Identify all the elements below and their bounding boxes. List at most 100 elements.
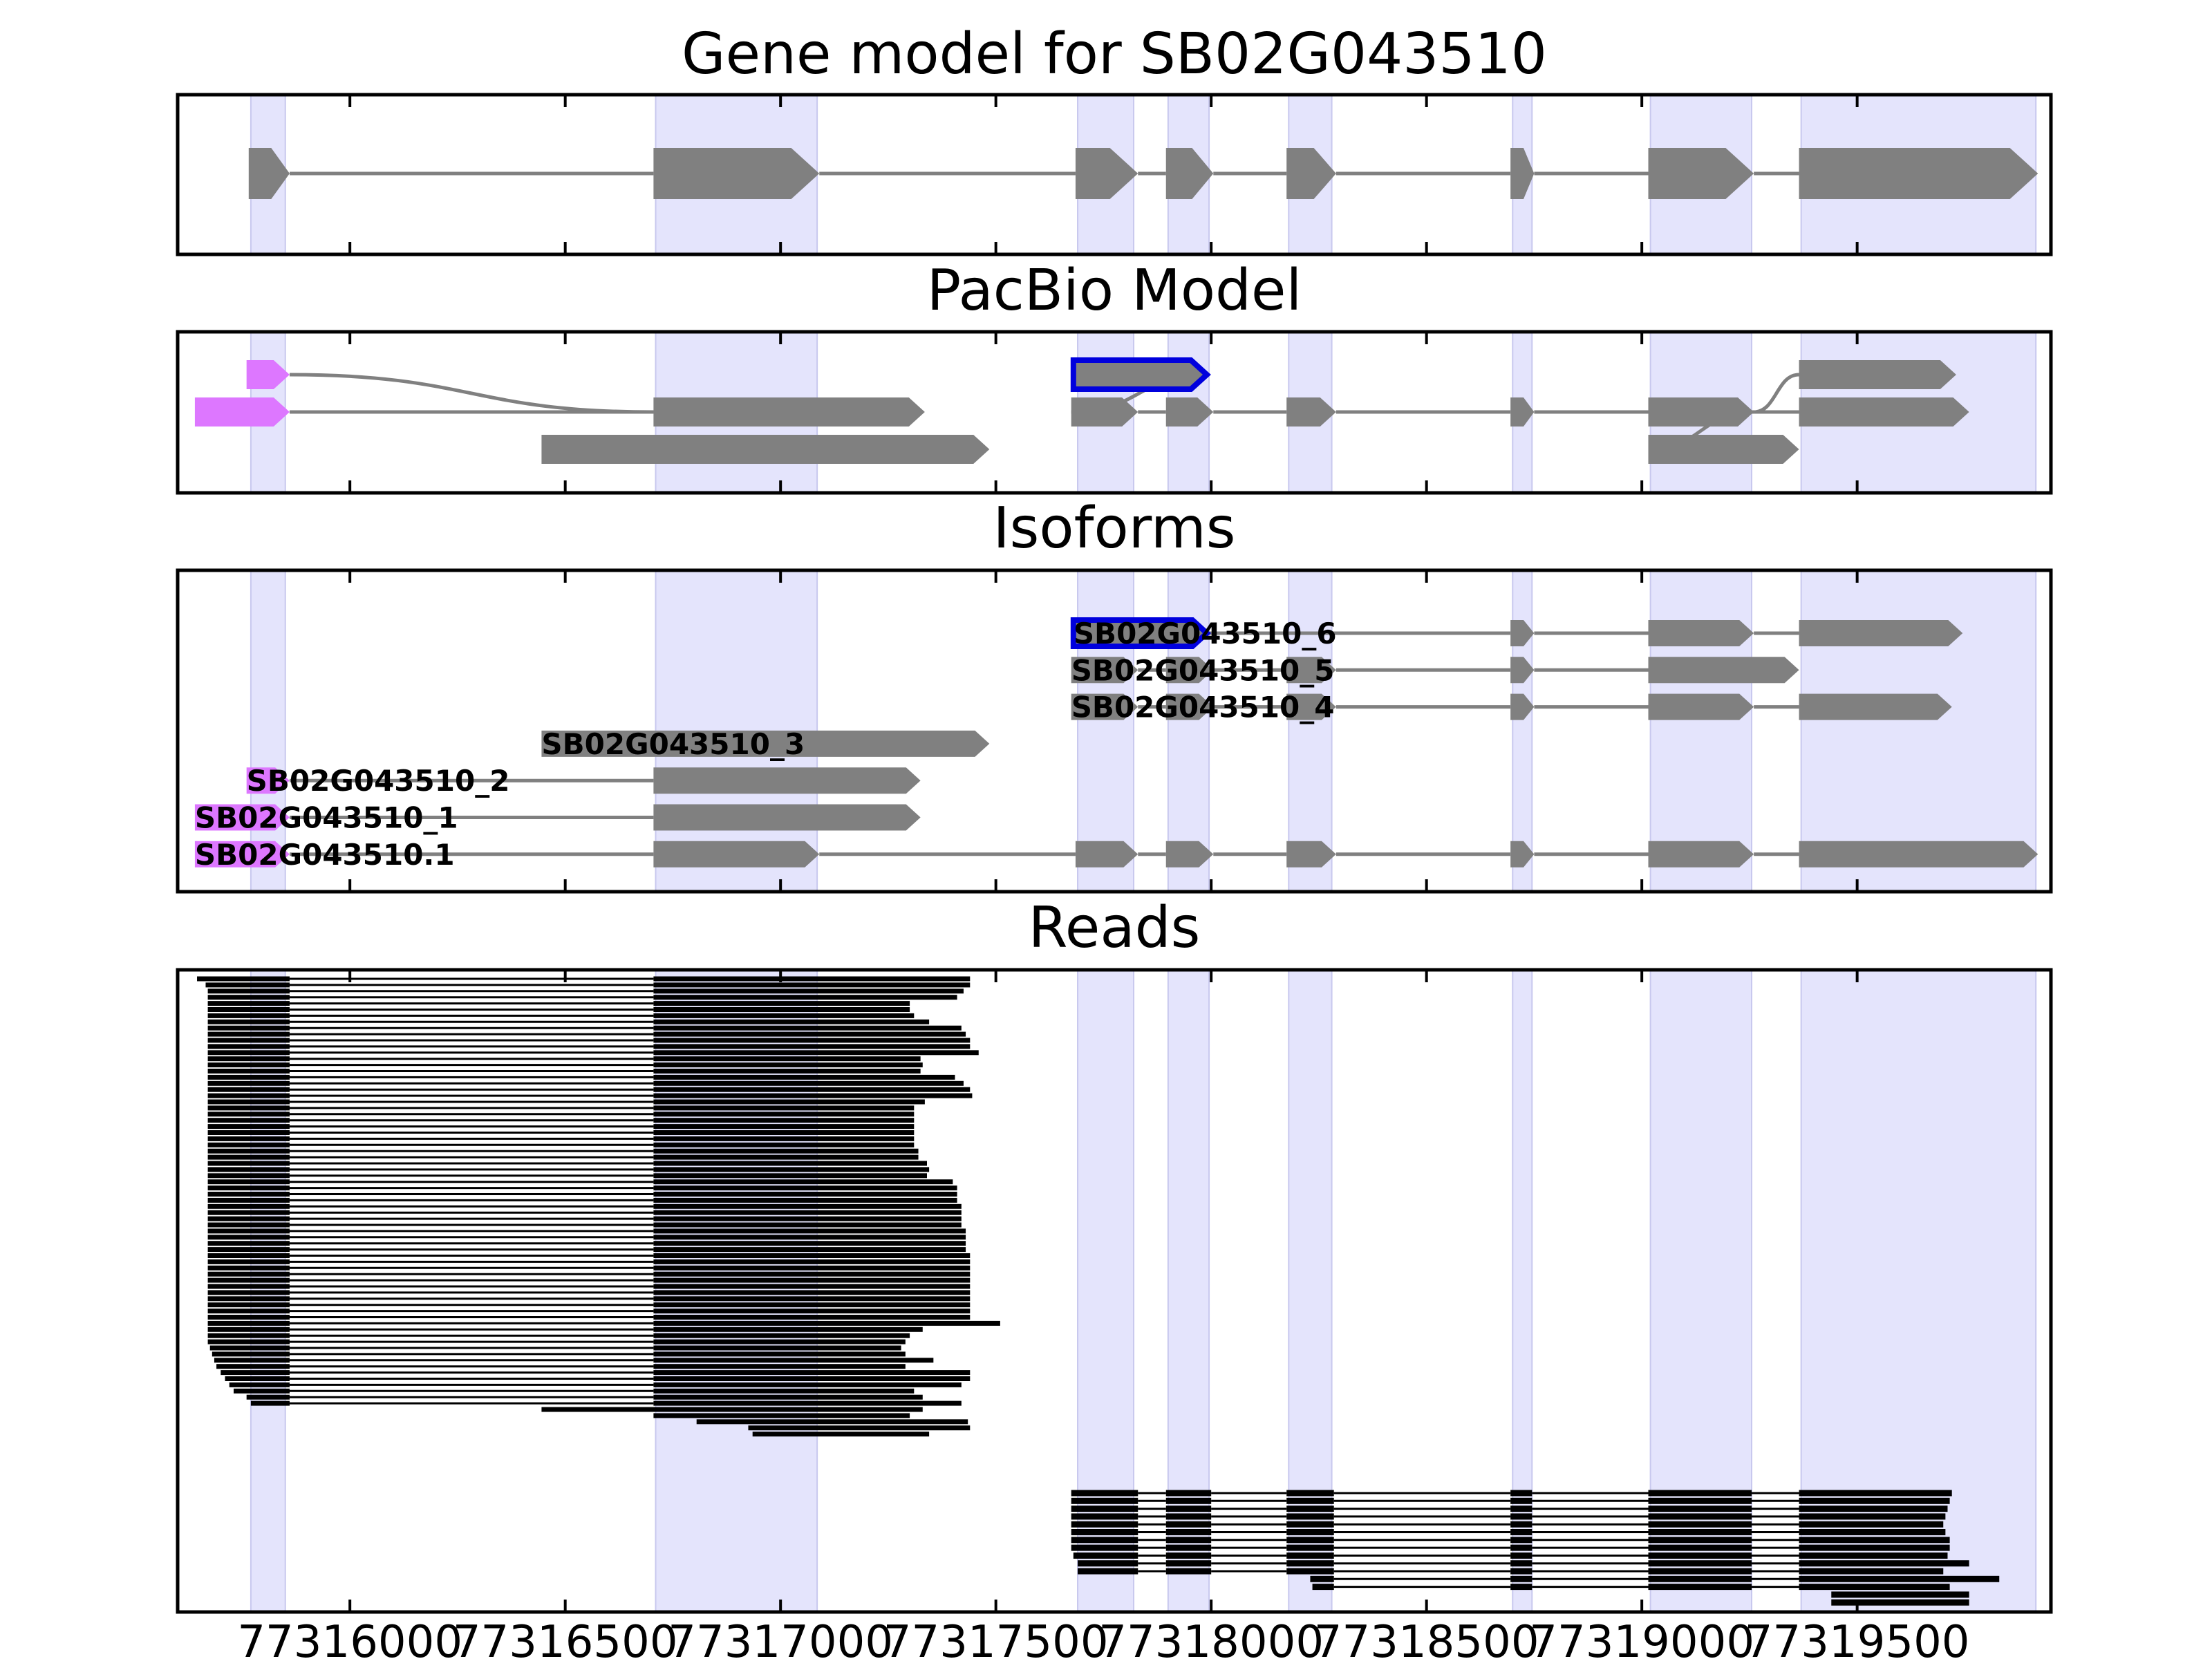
read-exon bbox=[653, 1069, 921, 1074]
read-exon bbox=[653, 1253, 971, 1258]
read-exon bbox=[207, 1296, 290, 1302]
read-exon bbox=[653, 1345, 901, 1351]
isoform-exon bbox=[194, 804, 290, 831]
read-exon bbox=[1510, 1575, 1533, 1582]
read-exon bbox=[1510, 1537, 1533, 1544]
read-exon bbox=[1648, 1490, 1752, 1497]
isoforms-title: Isoforms bbox=[993, 496, 1236, 561]
isoforms-ticks bbox=[348, 570, 1859, 892]
read-exon bbox=[653, 1327, 923, 1332]
read-exon bbox=[1510, 1584, 1533, 1591]
isoform-label: SB02G043510_2 bbox=[247, 764, 510, 798]
isoform-exon bbox=[1075, 841, 1138, 868]
read-exon bbox=[1831, 1591, 1969, 1598]
isoform-exon bbox=[246, 767, 290, 794]
read-exon bbox=[1165, 1513, 1212, 1520]
pacbio-exon bbox=[1648, 435, 1799, 464]
isoform-exon bbox=[1510, 693, 1535, 720]
read-exon bbox=[207, 1185, 290, 1191]
read-exon bbox=[653, 1216, 962, 1221]
read-exon bbox=[653, 1192, 957, 1197]
read-exon bbox=[653, 1031, 966, 1037]
read-exon bbox=[207, 1315, 290, 1320]
pacbio-exon bbox=[1799, 397, 1969, 427]
read-exon bbox=[1071, 1537, 1138, 1544]
read-exon bbox=[207, 1327, 290, 1332]
reads-ticks bbox=[348, 970, 1859, 1612]
isoform-label: SB02G043510_1 bbox=[195, 801, 458, 835]
read-exon bbox=[207, 1216, 290, 1221]
read-exon bbox=[207, 1062, 290, 1068]
read-exon bbox=[1071, 1529, 1138, 1535]
read-exon bbox=[1799, 1584, 1950, 1591]
read-exon bbox=[1165, 1529, 1212, 1535]
read-exon bbox=[653, 1050, 979, 1056]
read-exon bbox=[246, 1394, 290, 1400]
read-exon bbox=[197, 976, 290, 982]
read-exon bbox=[207, 1203, 290, 1209]
pacbio-connector bbox=[1753, 373, 1799, 414]
read-exon bbox=[653, 1388, 915, 1394]
read-exon bbox=[1648, 1513, 1752, 1520]
gene-model-exon bbox=[1648, 148, 1754, 199]
read-exon bbox=[653, 1315, 971, 1320]
read-exon bbox=[207, 995, 290, 1000]
read-exon bbox=[653, 1074, 955, 1080]
pacbio-exon bbox=[1648, 397, 1754, 427]
read-exon bbox=[1648, 1568, 1752, 1575]
panel-pacbio-model: PacBio Model bbox=[176, 258, 2053, 495]
x-tick-label: 77319500 bbox=[1745, 1617, 1970, 1659]
read-exon bbox=[653, 1025, 962, 1031]
read-exon bbox=[1165, 1560, 1212, 1567]
read-exon bbox=[207, 1309, 290, 1314]
read-exon bbox=[1286, 1521, 1334, 1528]
read-exon bbox=[653, 1394, 923, 1400]
isoform-exon bbox=[1070, 617, 1211, 649]
read-exon bbox=[748, 1425, 971, 1431]
read-exon bbox=[653, 1001, 910, 1006]
read-exon bbox=[653, 988, 964, 994]
read-exon bbox=[752, 1432, 930, 1437]
read-exon bbox=[653, 1222, 962, 1228]
read-exon bbox=[1310, 1575, 1334, 1582]
read-exon bbox=[1165, 1497, 1212, 1504]
read-exon bbox=[1648, 1544, 1752, 1551]
read-exon bbox=[1648, 1575, 1752, 1582]
read-exon bbox=[207, 1074, 290, 1080]
isoform-exon bbox=[1799, 693, 1952, 720]
gene-model-exon bbox=[1799, 148, 2038, 199]
read-exon bbox=[207, 1247, 290, 1253]
isoform-exon bbox=[1648, 657, 1799, 684]
read-exon bbox=[653, 1376, 971, 1381]
read-exon bbox=[216, 1364, 290, 1369]
pacbio-exon bbox=[1165, 397, 1214, 427]
exon-band bbox=[1800, 969, 2037, 1613]
reads-tracks bbox=[197, 976, 2000, 1606]
read-exon bbox=[1071, 1497, 1138, 1504]
read-exon bbox=[1510, 1497, 1533, 1504]
read-exon bbox=[653, 1093, 973, 1098]
read-exon bbox=[653, 1271, 971, 1277]
read-exon bbox=[1165, 1506, 1212, 1512]
read-exon bbox=[1510, 1506, 1533, 1512]
isoform-label: SB02G043510_5 bbox=[1071, 653, 1335, 687]
x-tick-label: 77317000 bbox=[668, 1617, 893, 1659]
read-exon bbox=[653, 1007, 910, 1012]
pacbio-exon bbox=[194, 397, 290, 427]
isoforms-bands bbox=[250, 570, 2037, 892]
read-exon bbox=[1799, 1490, 1952, 1497]
read-exon bbox=[653, 1185, 957, 1191]
read-exon bbox=[653, 1210, 962, 1215]
read-exon bbox=[1799, 1521, 1944, 1528]
read-exon bbox=[212, 1351, 290, 1357]
isoform-exon bbox=[541, 730, 990, 757]
read-exon bbox=[653, 1142, 915, 1147]
isoform-exon bbox=[1165, 657, 1214, 684]
read-exon bbox=[207, 1112, 290, 1117]
isoform-exon bbox=[1286, 693, 1336, 720]
read-exon bbox=[1648, 1584, 1752, 1591]
read-exon bbox=[1799, 1537, 1950, 1544]
read-exon bbox=[1510, 1521, 1533, 1528]
